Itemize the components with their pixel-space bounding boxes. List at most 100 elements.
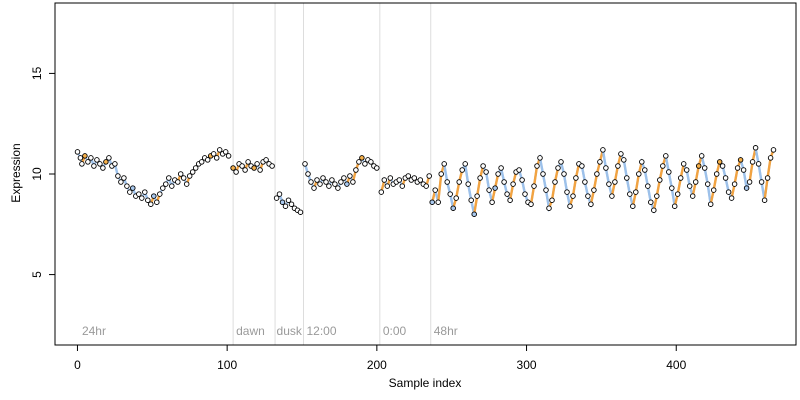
fit-segment xyxy=(529,185,536,205)
data-point xyxy=(570,193,576,199)
data-point xyxy=(189,169,196,175)
data-point xyxy=(564,189,570,195)
data-point xyxy=(130,185,136,191)
data-point xyxy=(317,181,323,187)
data-point xyxy=(603,165,609,171)
data-point xyxy=(405,173,412,179)
data-point xyxy=(441,161,447,167)
data-point xyxy=(654,193,660,199)
fit-segment xyxy=(763,177,769,201)
data-point xyxy=(103,159,109,165)
region-boundaries xyxy=(232,3,432,345)
data-point xyxy=(216,147,223,153)
fit-segment xyxy=(544,189,551,209)
data-point xyxy=(471,211,477,217)
data-point xyxy=(157,191,163,197)
data-point xyxy=(474,193,480,199)
data-point xyxy=(695,163,702,169)
data-point xyxy=(378,189,385,195)
data-point xyxy=(175,179,181,185)
data-point xyxy=(755,161,762,167)
data-point xyxy=(163,181,169,187)
region-label-0: 24hr xyxy=(82,324,106,338)
x-axis-label: Sample index xyxy=(389,376,462,390)
data-point xyxy=(770,147,777,153)
data-point xyxy=(504,191,510,197)
data-point xyxy=(477,175,483,181)
data-point xyxy=(555,165,561,171)
data-point xyxy=(758,179,765,185)
data-point xyxy=(573,175,579,181)
data-point xyxy=(245,159,251,165)
data-point xyxy=(344,181,350,187)
data-point xyxy=(423,183,429,189)
data-point xyxy=(579,163,585,169)
data-point xyxy=(77,155,84,161)
data-point xyxy=(384,183,391,189)
data-point xyxy=(594,171,600,177)
data-point xyxy=(115,173,121,179)
data-point xyxy=(225,153,232,159)
data-point xyxy=(332,181,338,187)
data-point xyxy=(639,159,645,165)
data-point xyxy=(230,165,236,171)
data-point xyxy=(630,203,636,209)
data-point xyxy=(618,151,624,157)
data-point xyxy=(606,181,612,187)
data-point xyxy=(549,197,555,203)
fit-segment xyxy=(484,171,491,191)
fit-segment xyxy=(437,173,443,203)
data-point xyxy=(139,195,145,201)
data-point xyxy=(311,185,317,191)
plot-frame xyxy=(54,2,797,346)
data-point xyxy=(680,161,687,167)
data-point xyxy=(468,197,474,203)
data-point xyxy=(276,191,283,197)
data-point xyxy=(100,165,106,171)
data-point xyxy=(743,185,750,191)
data-point xyxy=(387,175,394,181)
fit-segment xyxy=(562,173,569,193)
data-point xyxy=(124,183,130,189)
data-point xyxy=(82,153,88,159)
data-point xyxy=(704,181,711,187)
fit-segment xyxy=(670,187,676,207)
data-point xyxy=(79,161,85,167)
fit-segment xyxy=(550,181,557,201)
data-point xyxy=(534,163,540,169)
x-axis: 0 100 200 300 400 xyxy=(74,344,687,372)
data-point xyxy=(180,175,187,181)
data-point xyxy=(600,147,606,153)
data-point xyxy=(492,185,498,191)
data-point xyxy=(88,155,94,161)
data-point xyxy=(269,163,275,169)
data-point xyxy=(483,169,489,175)
y-axis-label: Expression xyxy=(9,143,23,202)
data-point xyxy=(561,171,567,177)
data-point xyxy=(151,193,157,199)
data-point xyxy=(447,191,453,197)
data-point xyxy=(683,167,690,173)
data-point xyxy=(725,189,732,195)
data-point xyxy=(749,159,756,165)
fit-segment xyxy=(443,163,449,183)
data-point xyxy=(498,165,504,171)
data-point xyxy=(719,163,726,169)
data-point xyxy=(239,163,245,169)
data-point xyxy=(329,177,335,183)
data-point xyxy=(707,201,714,207)
data-point xyxy=(257,167,263,173)
fit-line xyxy=(76,147,775,215)
region-labels-layer: 24hr dawn dusk 12:00 0:00 48hr xyxy=(82,324,458,338)
data-point xyxy=(480,163,486,169)
data-point xyxy=(552,179,558,185)
fit-segment xyxy=(532,165,539,187)
data-point xyxy=(356,159,362,165)
data-point xyxy=(651,207,657,213)
data-point xyxy=(663,153,669,159)
x-tick-label: 200 xyxy=(367,358,387,372)
data-point xyxy=(341,175,347,181)
data-point xyxy=(242,167,248,173)
data-point xyxy=(118,179,124,185)
data-point xyxy=(94,157,100,163)
